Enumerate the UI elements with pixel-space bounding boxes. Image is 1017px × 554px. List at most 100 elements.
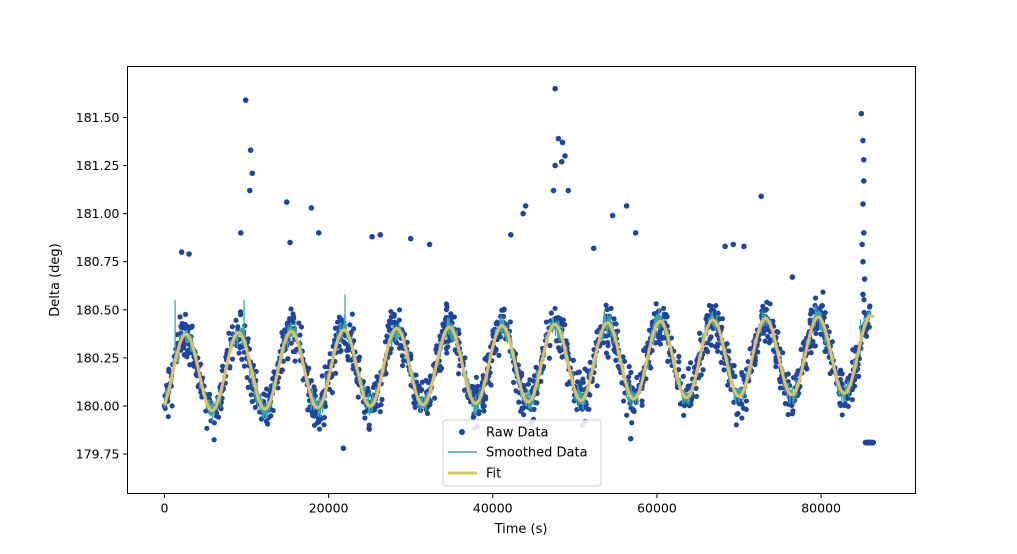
raw-data-point	[382, 371, 389, 377]
raw-data-point	[496, 352, 502, 358]
x-tick-label: 20000	[309, 501, 349, 516]
raw-data-outlier	[859, 241, 865, 248]
x-axis-label: Time (s)	[494, 522, 548, 537]
y-tick-label: 180.25	[76, 350, 120, 365]
raw-data-point	[473, 374, 479, 380]
raw-data-outlier	[632, 230, 639, 236]
raw-data-outlier	[860, 201, 866, 207]
raw-data-outlier	[860, 137, 866, 144]
raw-data-point	[714, 343, 721, 349]
raw-data-point	[630, 408, 636, 414]
raw-data-point	[643, 345, 649, 351]
raw-data-point	[233, 317, 239, 323]
raw-data-point	[527, 377, 533, 383]
raw-data-point	[739, 401, 745, 407]
raw-data-point	[580, 379, 586, 385]
raw-data-outlier	[758, 193, 764, 200]
raw-data-point	[444, 350, 450, 356]
raw-data-point	[724, 341, 730, 347]
raw-data-point	[849, 387, 855, 393]
raw-data-point	[400, 362, 406, 369]
raw-data-point	[215, 414, 222, 420]
raw-data-point	[676, 353, 682, 360]
raw-data-point	[271, 369, 277, 375]
raw-data-outlier	[178, 249, 185, 255]
raw-data-point	[387, 350, 393, 356]
raw-data-outlier	[552, 85, 558, 92]
raw-data-point	[419, 379, 425, 385]
raw-data-point	[574, 370, 581, 376]
raw-data-point	[326, 386, 333, 392]
raw-data-point	[626, 364, 632, 370]
raw-data-point	[761, 330, 767, 336]
raw-data-point	[790, 375, 796, 381]
raw-data-point	[275, 385, 281, 391]
raw-data-point	[839, 371, 845, 377]
raw-data-outlier	[861, 276, 868, 282]
raw-data-point	[296, 320, 302, 326]
raw-data-point	[780, 350, 786, 356]
raw-data-outlier	[287, 239, 293, 246]
raw-data-point	[248, 392, 254, 398]
raw-data-point	[714, 348, 721, 354]
raw-data-point	[708, 334, 714, 340]
series-layer	[161, 85, 877, 452]
x-tick-label: 0	[160, 501, 168, 516]
raw-data-point	[668, 335, 675, 341]
raw-data-point	[713, 302, 719, 309]
raw-data-point	[494, 319, 500, 325]
raw-data-outlier	[377, 232, 384, 238]
raw-data-point	[733, 422, 740, 428]
raw-data-outlier	[789, 274, 796, 280]
raw-data-point	[211, 437, 217, 443]
y-tick-label: 180.75	[76, 254, 120, 269]
raw-data-outlier	[722, 243, 728, 250]
raw-data-point	[719, 316, 726, 322]
raw-data-point	[700, 367, 706, 373]
raw-data-point	[819, 302, 826, 309]
raw-data-point	[492, 348, 499, 354]
raw-data-point	[655, 334, 662, 340]
raw-data-point	[604, 306, 610, 313]
raw-data-outlier	[520, 210, 526, 217]
raw-data-point	[785, 411, 791, 418]
raw-data-point	[820, 289, 826, 295]
raw-data-point	[837, 376, 844, 383]
raw-data-point	[839, 381, 845, 387]
raw-data-outlier	[559, 139, 566, 146]
raw-data-point	[613, 321, 619, 327]
raw-data-point	[719, 324, 725, 330]
raw-data-point	[608, 305, 614, 311]
raw-data-point	[433, 346, 439, 352]
raw-data-point	[855, 373, 862, 379]
raw-data-point	[348, 329, 354, 335]
raw-data-point	[827, 370, 833, 377]
raw-data-point	[394, 340, 400, 346]
raw-data-point	[603, 350, 610, 356]
raw-data-outlier	[237, 230, 244, 236]
raw-data-outlier	[308, 205, 315, 211]
raw-data-point	[316, 426, 323, 432]
raw-data-point	[620, 398, 627, 404]
raw-data-point	[347, 322, 353, 328]
y-tick-label: 179.75	[76, 447, 120, 462]
raw-data-point	[755, 349, 761, 355]
raw-data-point	[760, 303, 766, 309]
raw-data-point	[507, 319, 513, 325]
raw-data-outlier	[426, 241, 433, 248]
raw-data-point	[166, 366, 172, 372]
raw-data-point	[267, 388, 273, 394]
raw-data-point	[237, 309, 244, 315]
raw-data-outlier	[340, 445, 347, 452]
raw-data-point	[285, 356, 291, 362]
raw-data-point	[605, 354, 611, 360]
raw-data-point	[685, 365, 692, 372]
raw-data-point	[538, 378, 544, 384]
raw-data-point	[685, 383, 691, 389]
raw-data-point	[305, 367, 311, 373]
raw-data-point	[789, 411, 796, 417]
raw-data-point	[327, 351, 333, 357]
raw-data-point	[522, 387, 528, 394]
raw-data-outlier	[508, 232, 514, 238]
raw-data-outlier	[565, 187, 572, 194]
